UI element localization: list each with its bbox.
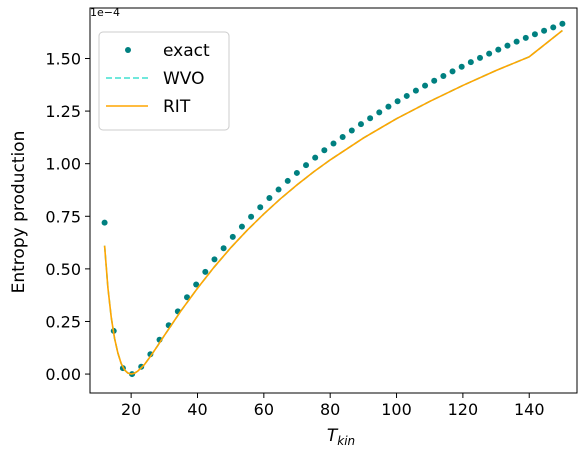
data-point-exact (357, 121, 364, 128)
data-point-exact (541, 27, 548, 34)
data-point-exact (238, 223, 245, 230)
data-point-exact (184, 294, 191, 301)
data-point-exact (321, 147, 328, 154)
legend-label-exact: exact (163, 41, 210, 61)
legend-label-WVO: WVO (163, 69, 205, 89)
x-tick-label: 40 (187, 400, 207, 419)
data-point-exact (293, 169, 300, 176)
data-point-exact (440, 72, 447, 79)
x-tick-label: 60 (254, 400, 274, 419)
data-point-exact (147, 351, 154, 358)
y-axis-ticks: 0.00 0.25 0.50 0.75 1.00 1.25 1.50 (45, 49, 90, 384)
data-point-exact (385, 103, 392, 110)
data-point-exact (275, 186, 282, 193)
data-point-exact (394, 98, 401, 105)
data-point-exact (312, 154, 319, 161)
data-point-exact (348, 127, 355, 134)
data-point-exact (367, 115, 374, 122)
data-point-exact (220, 245, 227, 252)
data-point-exact (376, 109, 383, 116)
y-axis-label: Entropy production (9, 131, 29, 294)
data-point-exact (339, 133, 346, 140)
x-axis-label-subscript: kin (337, 434, 355, 448)
data-point-exact (303, 162, 310, 169)
data-point-exact (522, 34, 529, 41)
plot-content (101, 20, 566, 378)
data-point-exact (476, 54, 483, 61)
data-point-exact (431, 77, 438, 84)
data-point-exact (458, 63, 465, 70)
data-point-exact (257, 204, 264, 211)
data-point-exact (211, 256, 218, 263)
data-point-exact (101, 219, 108, 226)
x-tick-label: 120 (448, 400, 479, 419)
data-point-exact (193, 281, 200, 288)
data-point-exact (403, 92, 410, 99)
data-point-exact (559, 20, 566, 27)
data-point-exact (513, 38, 520, 45)
data-point-exact (531, 31, 538, 38)
y-tick-label: 1.00 (45, 155, 81, 174)
legend: exact WVO RIT (98, 31, 230, 131)
data-point-exact (229, 233, 236, 240)
data-point-exact (486, 50, 493, 57)
x-tick-label: 140 (514, 400, 545, 419)
x-axis-label-main: T (327, 426, 339, 446)
axes-frame (89, 7, 578, 394)
x-axis-label: Tkin (327, 426, 355, 448)
data-point-exact (330, 140, 337, 147)
data-point-exact (467, 59, 474, 66)
legend-label-RIT: RIT (163, 97, 191, 117)
legend-marker-exact (125, 47, 131, 53)
data-point-exact (248, 213, 255, 220)
data-point-exact (550, 24, 557, 31)
data-point-exact (284, 177, 291, 184)
y-tick-label: 0.25 (45, 312, 81, 331)
data-point-exact (412, 87, 419, 94)
series-line-RIT (103, 29, 563, 375)
x-axis-ticks: 20 40 60 80 100 120 140 (121, 393, 545, 419)
x-tick-label: 100 (381, 400, 412, 419)
data-point-exact (495, 46, 502, 53)
x-tick-label: 80 (320, 400, 340, 419)
data-point-exact (422, 82, 429, 89)
data-point-exact (504, 42, 511, 49)
data-point-exact (202, 268, 209, 275)
data-point-exact (266, 194, 273, 201)
y-tick-label: 0.00 (45, 365, 81, 384)
y-tick-label: 1.50 (45, 49, 81, 68)
y-offset-text: 1e−4 (90, 6, 120, 19)
x-tick-label: 20 (121, 400, 141, 419)
y-tick-label: 1.25 (45, 102, 81, 121)
y-tick-label: 0.50 (45, 260, 81, 279)
data-point-exact (449, 68, 456, 75)
y-tick-label: 0.75 (45, 207, 81, 226)
